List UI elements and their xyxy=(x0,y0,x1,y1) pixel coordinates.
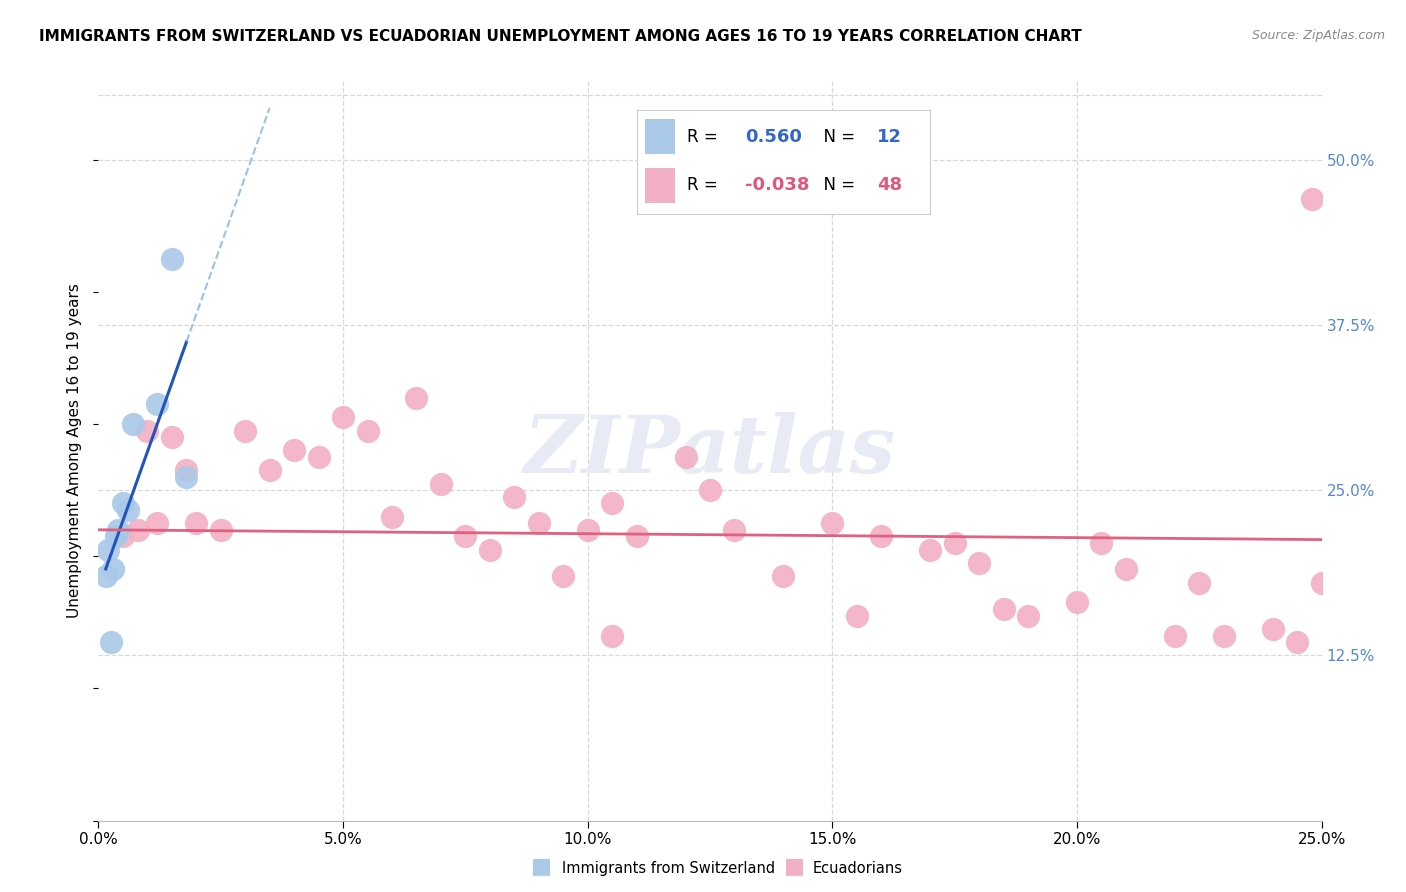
Point xyxy=(176,463,198,477)
Point xyxy=(870,529,893,543)
Point xyxy=(1212,628,1234,642)
Point xyxy=(1310,575,1333,590)
Point xyxy=(136,424,159,438)
Point xyxy=(111,496,134,510)
Point xyxy=(600,628,623,642)
Point xyxy=(127,523,149,537)
Point xyxy=(283,443,305,458)
Text: Ecuadorians: Ecuadorians xyxy=(813,861,903,876)
Point xyxy=(626,529,648,543)
Point xyxy=(993,602,1015,616)
Point xyxy=(478,542,501,557)
Point xyxy=(332,410,354,425)
Point xyxy=(845,608,868,623)
Point xyxy=(943,536,966,550)
Point xyxy=(920,542,942,557)
Point xyxy=(160,430,183,444)
Text: ZIPatlas: ZIPatlas xyxy=(524,412,896,489)
Point xyxy=(104,529,127,543)
Point xyxy=(381,509,404,524)
Point xyxy=(160,252,183,266)
Point xyxy=(176,470,198,484)
Point xyxy=(1090,536,1112,550)
Point xyxy=(117,503,139,517)
Point xyxy=(967,556,990,570)
Point xyxy=(1115,562,1137,576)
Point xyxy=(405,391,427,405)
Point xyxy=(1286,635,1309,649)
Point xyxy=(100,635,122,649)
Point xyxy=(101,562,124,576)
Point xyxy=(356,424,378,438)
Point xyxy=(576,523,599,537)
Point xyxy=(699,483,721,497)
Point xyxy=(259,463,281,477)
Point xyxy=(146,397,169,411)
Text: ■: ■ xyxy=(785,856,804,876)
Point xyxy=(527,516,550,531)
Point xyxy=(111,529,134,543)
Point xyxy=(821,516,844,531)
Point xyxy=(723,523,745,537)
Point xyxy=(553,569,575,583)
Point xyxy=(503,490,526,504)
Point xyxy=(1066,595,1088,609)
Point xyxy=(1301,192,1323,206)
Point xyxy=(186,516,208,531)
Point xyxy=(1261,622,1284,636)
Point xyxy=(600,496,623,510)
Text: Source: ZipAtlas.com: Source: ZipAtlas.com xyxy=(1251,29,1385,42)
Point xyxy=(772,569,794,583)
Point xyxy=(1164,628,1187,642)
Point xyxy=(1188,575,1211,590)
Text: ■: ■ xyxy=(531,856,551,876)
Text: IMMIGRANTS FROM SWITZERLAND VS ECUADORIAN UNEMPLOYMENT AMONG AGES 16 TO 19 YEARS: IMMIGRANTS FROM SWITZERLAND VS ECUADORIA… xyxy=(39,29,1083,44)
Y-axis label: Unemployment Among Ages 16 to 19 years: Unemployment Among Ages 16 to 19 years xyxy=(67,283,83,618)
Text: Immigrants from Switzerland: Immigrants from Switzerland xyxy=(562,861,776,876)
Point xyxy=(97,542,120,557)
Point xyxy=(94,569,117,583)
Point xyxy=(675,450,697,464)
Point xyxy=(1017,608,1039,623)
Point xyxy=(430,476,453,491)
Point xyxy=(209,523,232,537)
Point xyxy=(454,529,477,543)
Point xyxy=(121,417,143,431)
Point xyxy=(233,424,256,438)
Point xyxy=(308,450,330,464)
Point xyxy=(107,523,129,537)
Point xyxy=(146,516,169,531)
